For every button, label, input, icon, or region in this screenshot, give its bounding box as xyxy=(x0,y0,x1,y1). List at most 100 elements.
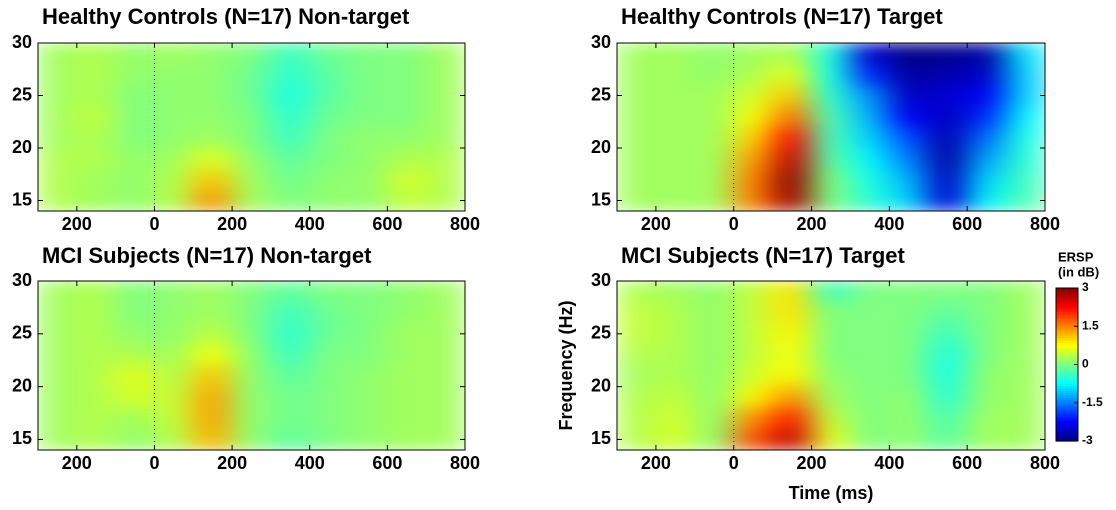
colorbar-step xyxy=(1056,393,1078,397)
heat-cell xyxy=(966,428,1007,450)
heat-cell xyxy=(38,126,78,149)
heat-cell xyxy=(309,63,350,86)
colorbar-step xyxy=(1056,429,1078,433)
x-tick-label: 0 xyxy=(149,214,159,234)
cells xyxy=(617,43,1045,211)
heat-cell xyxy=(192,343,233,366)
heat-cell xyxy=(425,63,465,86)
heat-cell xyxy=(38,301,78,324)
heat-cell xyxy=(811,343,851,366)
heat-cell xyxy=(617,322,657,345)
heat-cell xyxy=(153,147,194,170)
y-tick-label: 30 xyxy=(12,270,32,290)
heat-cell xyxy=(38,147,78,170)
heat-cell xyxy=(888,301,929,324)
colorbar-step xyxy=(1056,357,1078,361)
heat-cell xyxy=(617,428,657,450)
x-tick-label: 200 xyxy=(217,453,247,473)
heat-cell xyxy=(38,168,78,191)
heat-cell xyxy=(966,105,1007,128)
colorbar-step xyxy=(1056,304,1078,308)
colorbar-step xyxy=(1056,366,1078,370)
heat-cell xyxy=(386,301,427,324)
heat-cell xyxy=(655,301,696,324)
heat-cell xyxy=(425,189,465,211)
colorbar-step xyxy=(1056,350,1078,354)
heat-cell xyxy=(772,84,813,107)
heat-cell xyxy=(425,43,465,65)
heat-cell xyxy=(927,63,968,86)
heat-cell xyxy=(425,126,465,149)
heat-cell xyxy=(115,63,155,86)
heat-cell xyxy=(76,322,117,345)
heat-cell xyxy=(811,63,851,86)
heat-cell xyxy=(153,105,194,128)
plot-area xyxy=(38,281,465,450)
heat-cell xyxy=(348,281,388,303)
heat-cell xyxy=(192,168,233,191)
heat-cell xyxy=(888,63,929,86)
y-tick-label: 25 xyxy=(591,323,611,343)
heat-cell xyxy=(309,168,350,191)
heat-cell xyxy=(966,386,1007,409)
heat-cell xyxy=(76,301,117,324)
heat-cell xyxy=(76,343,117,366)
colorbar-step xyxy=(1056,326,1078,330)
colorbar-step xyxy=(1056,378,1078,382)
heat-cell xyxy=(888,386,929,409)
heat-cell xyxy=(231,407,272,430)
heat-cell xyxy=(38,43,78,65)
heat-cell xyxy=(1005,386,1045,409)
heat-cell xyxy=(772,386,813,409)
heat-cell xyxy=(927,322,968,345)
heat-cell xyxy=(231,168,272,191)
heat-cell xyxy=(1005,281,1045,303)
heat-cell xyxy=(309,84,350,107)
heat-cell xyxy=(617,105,657,128)
heat-cell xyxy=(927,386,968,409)
heat-cell xyxy=(38,428,78,450)
heat-cell xyxy=(694,301,735,324)
heat-cell xyxy=(1005,168,1045,191)
colorbar-title: (in dB) xyxy=(1058,264,1099,279)
heat-cell xyxy=(76,126,117,149)
heat-cell xyxy=(655,84,696,107)
heat-cell xyxy=(231,281,272,303)
heat-cell xyxy=(153,301,194,324)
colorbar-step xyxy=(1056,316,1078,320)
x-tick-label: 200 xyxy=(62,453,92,473)
plot-frame xyxy=(616,42,1046,212)
heat-cell xyxy=(772,301,813,324)
colorbar-step xyxy=(1056,359,1078,363)
colorbar-step xyxy=(1056,297,1078,301)
heat-cell xyxy=(425,365,465,388)
colorbar-step xyxy=(1056,402,1078,406)
heat-cell xyxy=(386,84,427,107)
heat-cell xyxy=(927,105,968,128)
heat-cell xyxy=(309,43,350,65)
heat-cell xyxy=(772,189,813,211)
heat-cell xyxy=(655,63,696,86)
x-tick-label: 400 xyxy=(295,214,325,234)
heat-cell xyxy=(849,189,890,211)
heat-cell xyxy=(386,343,427,366)
heat-cell xyxy=(927,43,968,65)
heat-cell xyxy=(694,105,735,128)
heat-cell xyxy=(772,322,813,345)
heat-cell xyxy=(694,407,735,430)
heat-cell xyxy=(694,428,735,450)
heat-cell xyxy=(966,189,1007,211)
heat-cell xyxy=(425,281,465,303)
heat-cell xyxy=(386,168,427,191)
heat-cell xyxy=(115,168,155,191)
colorbar-step xyxy=(1056,314,1078,318)
heat-cell xyxy=(270,189,311,211)
heat-cell xyxy=(386,63,427,86)
heat-cell xyxy=(38,365,78,388)
colorbar-step xyxy=(1056,354,1078,358)
heat-cell xyxy=(348,189,388,211)
heat-cell xyxy=(115,105,155,128)
heat-cell xyxy=(192,301,233,324)
heat-cell xyxy=(38,407,78,430)
